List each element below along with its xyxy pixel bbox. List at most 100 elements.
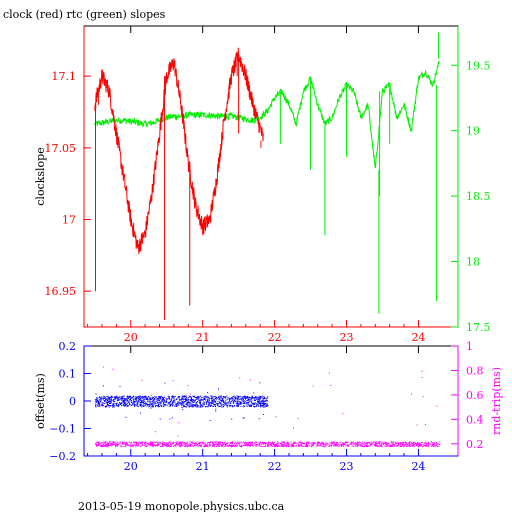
offset-point <box>225 402 227 404</box>
offset-outlier <box>231 418 233 420</box>
offset-point <box>264 397 266 399</box>
offset-point <box>162 397 164 399</box>
rndtrip-point <box>283 443 285 445</box>
rndtrip-outlier <box>166 398 168 400</box>
rndtrip-point <box>436 444 438 446</box>
offset-point <box>196 404 198 406</box>
offset-point <box>206 396 208 398</box>
rndtrip-point <box>419 444 421 446</box>
rndtrip-point <box>231 446 232 448</box>
offset-point <box>263 400 265 402</box>
rndtrip-point <box>436 445 438 447</box>
offset-point <box>140 398 141 400</box>
offset-point <box>147 399 149 401</box>
offset-point <box>159 404 161 406</box>
rndtrip-point <box>325 444 327 446</box>
offset-point <box>168 402 170 403</box>
rndtrip-point <box>427 445 429 447</box>
offset-point <box>187 399 189 401</box>
rndtrip-point <box>366 446 367 447</box>
offset-point <box>105 398 107 400</box>
rndtrip-point <box>265 443 266 444</box>
offset-point <box>185 399 187 401</box>
offset-point <box>262 397 264 399</box>
rndtrip-point <box>393 446 395 448</box>
rndtrip-point <box>325 443 326 445</box>
rndtrip-point <box>397 445 398 447</box>
offset-point <box>104 396 106 398</box>
rndtrip-point <box>239 445 240 447</box>
offset-outlier <box>258 418 260 420</box>
rndtrip-point <box>348 445 350 447</box>
offset-point <box>198 402 200 404</box>
rndtrip-point <box>231 441 233 443</box>
offset-point <box>241 398 242 400</box>
rndtrip-point <box>215 441 217 443</box>
offset-point <box>255 399 256 401</box>
offset-point <box>215 398 217 400</box>
offset-point <box>129 396 131 398</box>
offset-outlier <box>95 393 97 395</box>
offset-point <box>192 400 194 402</box>
offset-point <box>123 401 125 403</box>
offset-point <box>103 405 104 407</box>
rndtrip-point <box>186 442 188 444</box>
rndtrip-point <box>268 442 270 444</box>
rndtrip-point <box>236 443 238 445</box>
rndtrip-point <box>183 442 185 444</box>
offset-point <box>196 398 198 400</box>
top-y-tick-label: 16.95 <box>45 285 77 298</box>
offset-point <box>185 395 187 397</box>
offset-point <box>145 404 147 406</box>
offset-point <box>208 397 210 399</box>
rndtrip-point <box>260 445 262 447</box>
offset-point <box>149 399 151 401</box>
offset-point <box>109 398 111 400</box>
rndtrip-point <box>340 443 342 445</box>
rndtrip-point <box>434 445 436 447</box>
rndtrip-point <box>303 445 305 447</box>
offset-point <box>249 405 251 407</box>
rndtrip-point <box>167 444 168 446</box>
rndtrip-point <box>391 444 393 446</box>
offset-point <box>134 404 136 406</box>
offset-point <box>121 402 123 404</box>
rndtrip-point <box>119 441 121 443</box>
rndtrip-point <box>366 444 368 446</box>
offset-point <box>139 395 141 397</box>
rndtrip-point <box>378 442 380 444</box>
offset-point <box>164 402 166 403</box>
offset-point <box>236 397 238 399</box>
offset-point <box>223 399 224 401</box>
rndtrip-point <box>351 443 352 445</box>
rndtrip-point <box>190 446 191 447</box>
rndtrip-point <box>304 446 306 447</box>
rndtrip-point <box>255 445 257 447</box>
offset-point <box>174 402 176 404</box>
offset-point <box>134 399 136 401</box>
rndtrip-point <box>140 442 142 444</box>
offset-point <box>199 406 201 408</box>
offset-point <box>163 404 165 406</box>
offset-outlier <box>159 418 161 420</box>
rndtrip-point <box>241 442 243 444</box>
offset-point <box>205 406 207 407</box>
offset-point <box>246 402 248 403</box>
offset-point <box>187 404 189 406</box>
rndtrip-point <box>123 441 125 443</box>
rndtrip-point <box>284 444 285 446</box>
offset-point <box>137 406 139 408</box>
offset-point <box>238 401 240 403</box>
rndtrip-point <box>402 446 404 448</box>
rndtrip-point <box>428 446 430 448</box>
offset-point <box>129 404 131 406</box>
offset-point <box>113 406 115 407</box>
bottom-y2-tick-label: 0.8 <box>466 364 484 377</box>
rndtrip-point <box>164 442 166 444</box>
rndtrip-point <box>235 445 237 447</box>
rndtrip-point <box>374 444 375 446</box>
rndtrip-point <box>227 442 229 444</box>
offset-point <box>114 398 116 400</box>
rndtrip-point <box>418 443 419 445</box>
rndtrip-point <box>125 443 127 444</box>
